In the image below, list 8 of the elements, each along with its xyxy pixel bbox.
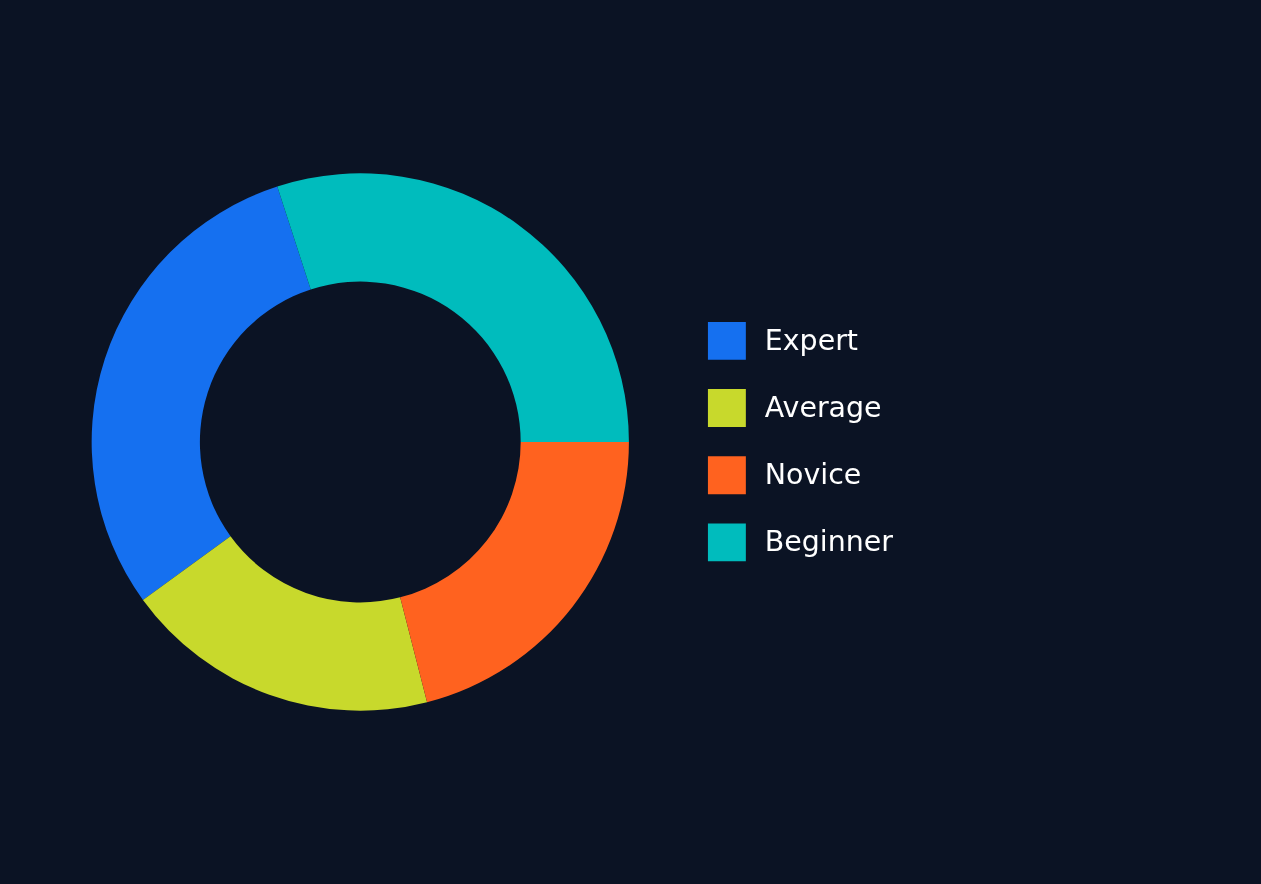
legend-label: Expert — [764, 323, 858, 357]
legend-label: Average — [764, 390, 882, 424]
donut-slice — [142, 536, 428, 711]
legend-label: Beginner — [764, 525, 894, 559]
legend-label: Novice — [764, 457, 862, 491]
donut-slice — [400, 442, 629, 703]
donut-slice — [91, 186, 311, 600]
donut-slice — [277, 173, 629, 442]
